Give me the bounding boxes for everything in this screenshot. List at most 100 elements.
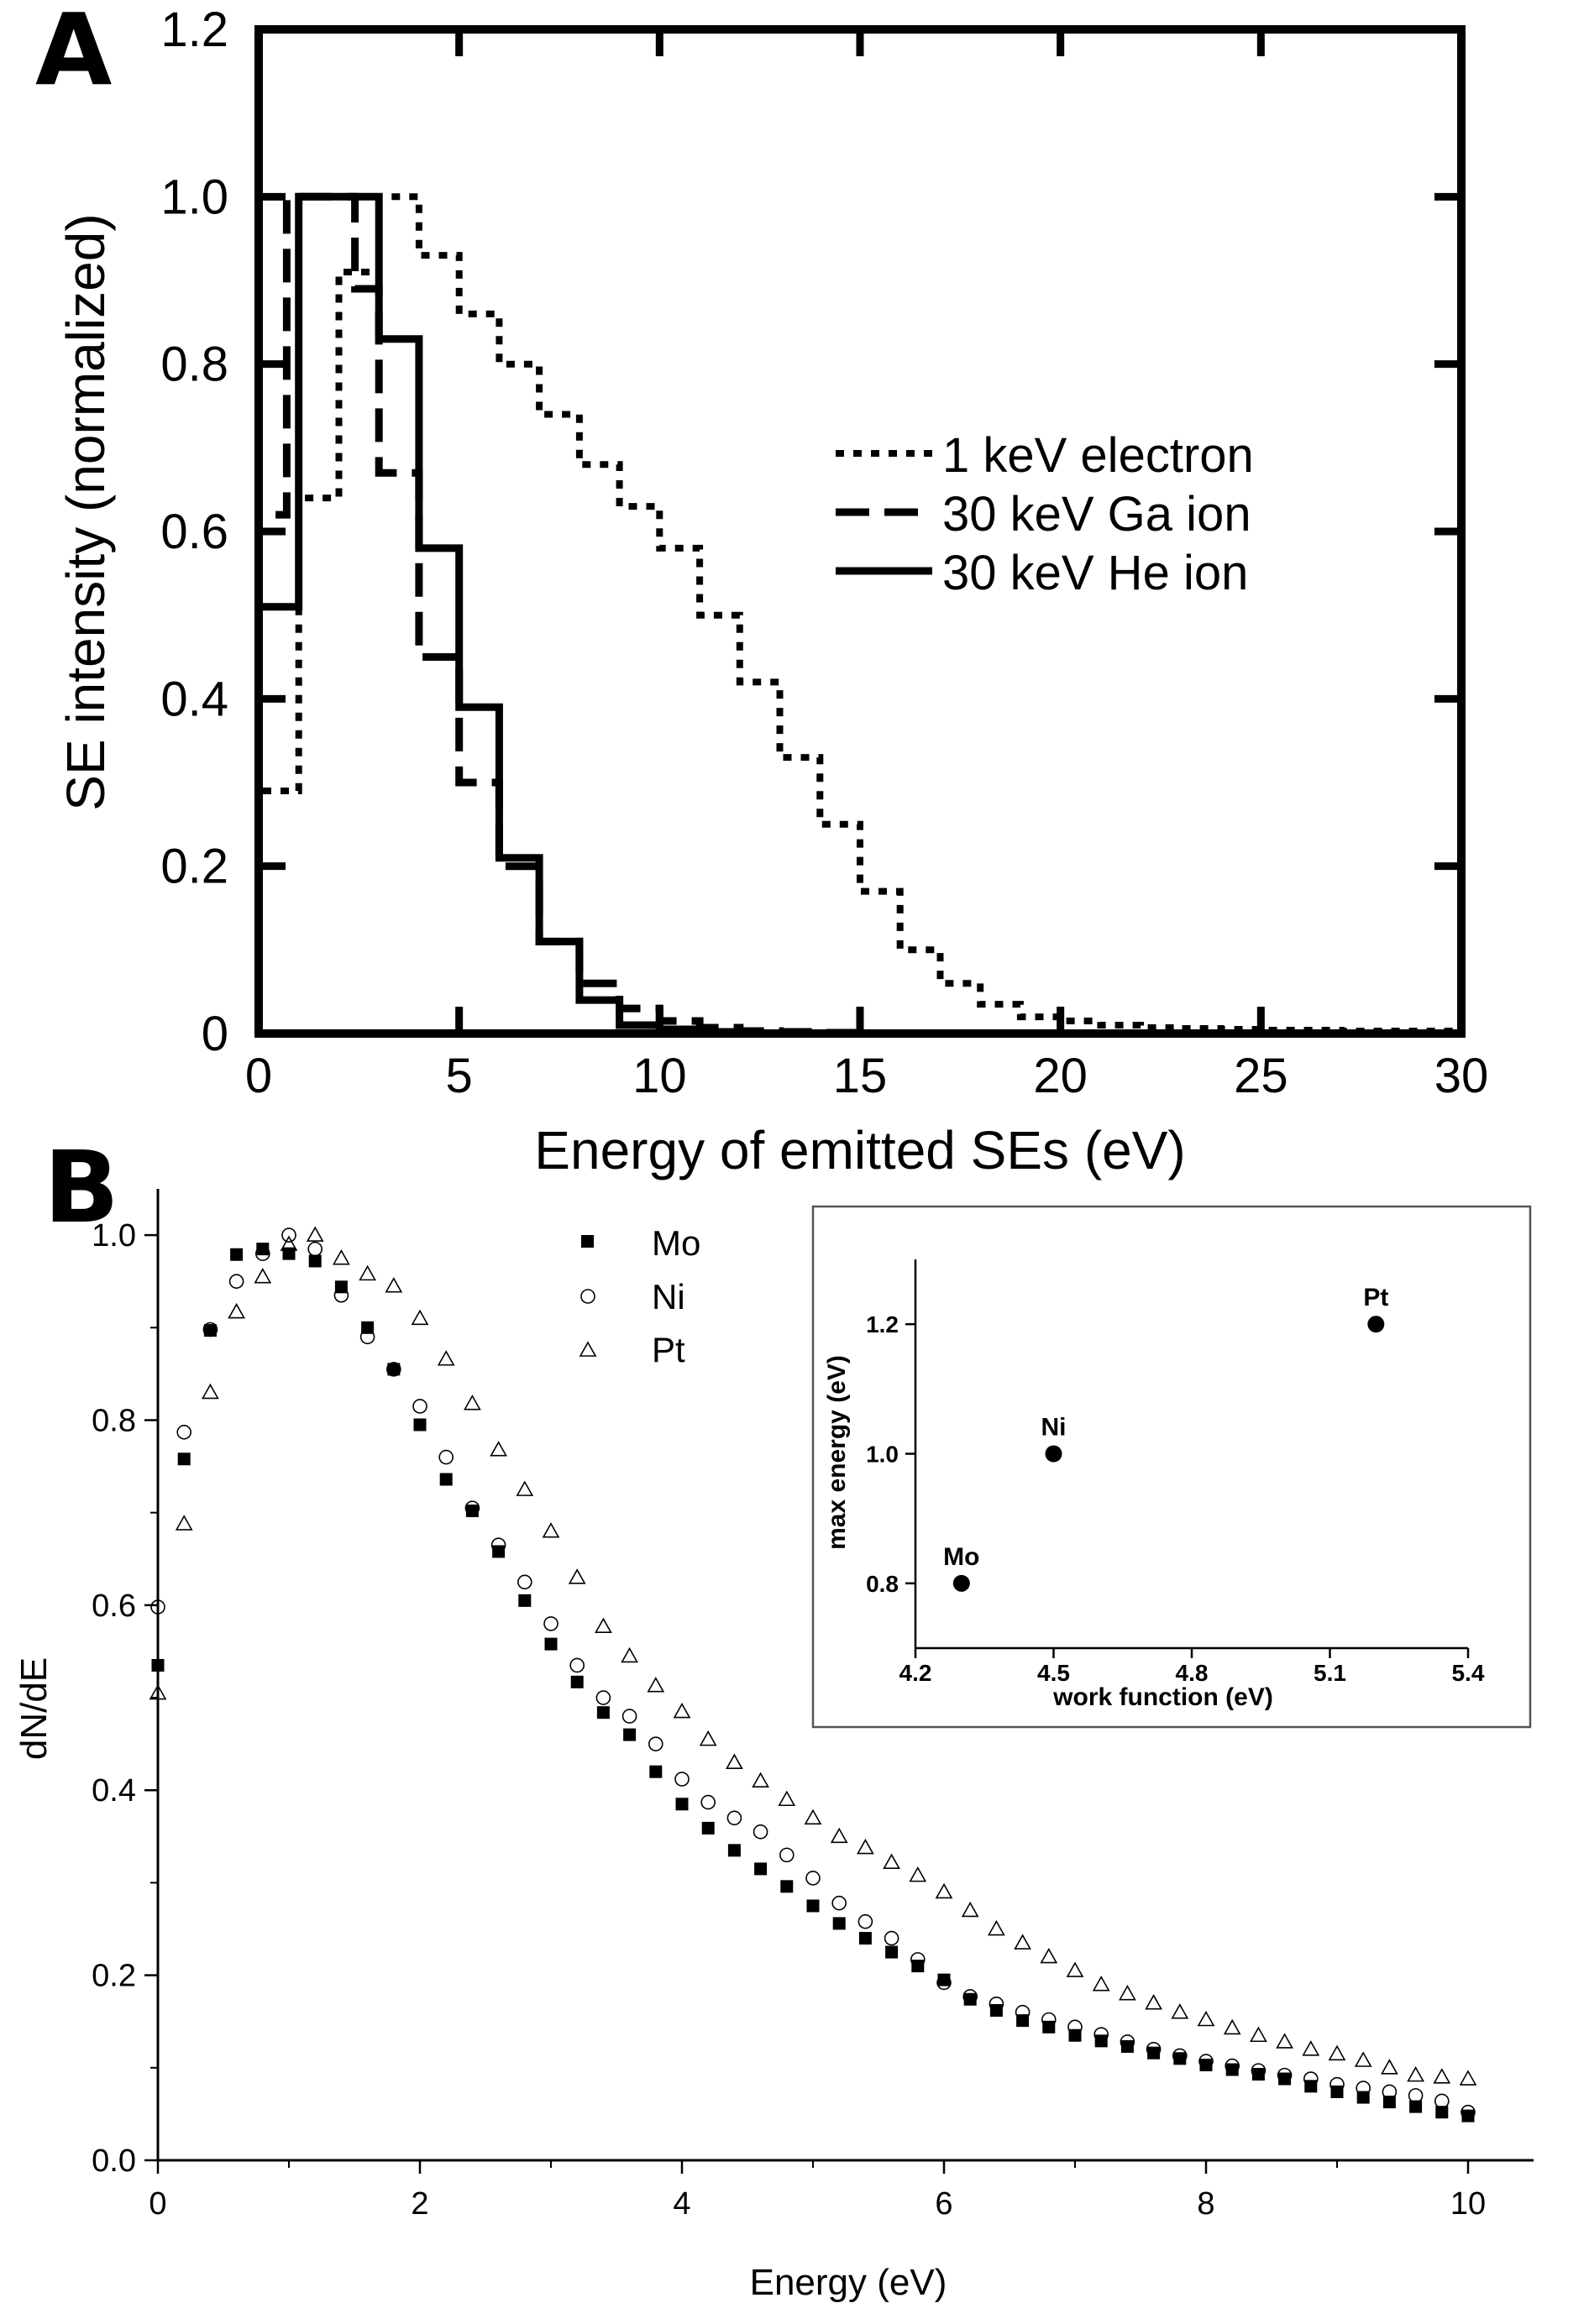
inset-point-label-mo: Mo: [943, 1543, 979, 1571]
point-pt: [1459, 2070, 1477, 2086]
point-pt: [1302, 2040, 1320, 2056]
point-mo: [256, 1243, 270, 1256]
point-pt: [516, 1480, 534, 1496]
legend-marker-open-triangle: [579, 1341, 597, 1357]
point-pt: [935, 1882, 953, 1899]
point-pt: [280, 1235, 298, 1251]
legend-item-1kev-electron: 1 keV electron: [836, 428, 1254, 483]
point-pt: [595, 1617, 612, 1634]
point-pt: [1407, 2065, 1424, 2082]
point-mo: [649, 1765, 663, 1778]
point-ni: [543, 1616, 559, 1631]
point-ni: [1120, 2034, 1135, 2049]
point-pt: [228, 1302, 245, 1319]
point-ni: [307, 1241, 323, 1257]
panel-a-y-axis-title: SE intensity (normalized): [55, 213, 116, 810]
point-pt: [1250, 2026, 1267, 2043]
inset-frame: [811, 1205, 1532, 1729]
point-mo: [1042, 2020, 1056, 2034]
series-1kev-electron-line: [255, 193, 1461, 1034]
y-tick-label-1-2: 1.2: [160, 3, 228, 57]
inset-x-tick-label-5-1: 5.1: [1314, 1660, 1346, 1686]
legend-label-30kev-he-ion: 30 keV He ion: [942, 546, 1248, 600]
inset-x-tick-label-5-4: 5.4: [1452, 1660, 1485, 1686]
point-mo: [780, 1880, 794, 1893]
x-tick-label-2: 2: [411, 2186, 428, 2222]
point-ni: [1251, 2063, 1266, 2078]
point-mo: [570, 1675, 584, 1688]
legend-label-mo: Mo: [652, 1223, 700, 1263]
point-pt: [621, 1646, 638, 1663]
legend-item-30kev-ga-ion: 30 keV Ga ion: [836, 487, 1251, 542]
x-tick-label-30: 30: [1434, 1049, 1489, 1103]
point-mo: [596, 1706, 610, 1719]
point-pt: [1119, 1985, 1136, 2001]
legend-marker-open-circle: [580, 1289, 595, 1304]
series-ni-points: [150, 1227, 1476, 2120]
legend-item-30kev-he-ion: 30 keV He ion: [836, 546, 1248, 600]
point-pt: [883, 1853, 900, 1869]
point-ni: [150, 1599, 165, 1615]
point-ni: [857, 1913, 873, 1929]
panel-b-legend: Mo Ni Pt: [579, 1223, 700, 1369]
point-ni: [726, 1810, 742, 1826]
x-tick-label-10: 10: [632, 1049, 687, 1103]
point-mo: [439, 1473, 453, 1486]
point-pt: [1328, 2044, 1346, 2061]
point-pt: [411, 1309, 429, 1326]
point-ni: [1093, 2027, 1109, 2042]
point-pt: [1066, 1961, 1084, 1977]
point-mo: [282, 1247, 296, 1260]
point-mo: [1120, 2039, 1134, 2053]
point-mo: [1409, 2100, 1423, 2113]
point-pt: [804, 1808, 822, 1825]
legend-item-ni: Ni: [580, 1277, 685, 1316]
point-ni: [359, 1329, 375, 1345]
legend-marker-filled-square: [581, 1235, 594, 1248]
point-ni: [1303, 2071, 1319, 2086]
point-pt: [385, 1277, 403, 1293]
point-pt: [437, 1350, 455, 1366]
point-ni: [1198, 2054, 1214, 2069]
point-pt: [149, 1683, 167, 1700]
panel-b: B 0 2 4 6 8 10 0.0 0.2 0.4 0.6 0.8 1.0 Energy (eV)…: [13, 1129, 1534, 2303]
point-ni: [648, 1736, 663, 1751]
point-mo: [1199, 2059, 1213, 2072]
point-mo: [623, 1728, 637, 1741]
panel-b-inset: 4.2 4.5 4.8 5.1 5.4 0.8 1.0 1.2 Mo Ni Pt work fu…: [811, 1205, 1532, 1729]
inset-y-tick-labels: 0.8 1.0 1.2: [866, 1311, 899, 1597]
x-tick-label-8: 8: [1197, 2186, 1214, 2222]
point-ni: [1434, 2093, 1450, 2109]
point-mo: [1382, 2096, 1396, 2109]
inset-x-tick-labels: 4.2 4.5 4.8 5.1 5.4: [899, 1660, 1485, 1686]
point-ni: [1356, 2081, 1371, 2096]
point-pt: [1145, 1994, 1162, 2010]
y-tick-label-1-0: 1.0: [160, 170, 228, 224]
point-pt: [778, 1790, 796, 1807]
point-pt: [568, 1568, 586, 1584]
panel-a-y-ticks: [259, 25, 1461, 1038]
point-mo: [518, 1594, 532, 1607]
x-tick-label-0: 0: [245, 1049, 272, 1103]
inset-y-tick-label-0-8: 0.8: [866, 1571, 899, 1597]
point-ni: [254, 1246, 270, 1261]
inset-data-points: Mo Ni Pt: [943, 1284, 1388, 1592]
panel-b-x-tick-labels: 0 2 4 6 8 10: [149, 2186, 1486, 2222]
point-mo: [1016, 2014, 1030, 2028]
point-ni: [1408, 2088, 1424, 2103]
point-pt: [857, 1838, 874, 1855]
panel-a-series: [254, 192, 1461, 1037]
point-pt: [647, 1677, 665, 1693]
inset-y-tick-label-1-2: 1.2: [866, 1311, 899, 1337]
point-ni: [490, 1537, 506, 1553]
point-ni: [385, 1362, 401, 1377]
point-mo: [544, 1637, 558, 1651]
point-ni: [176, 1425, 191, 1440]
point-pt: [1040, 1947, 1058, 1964]
point-ni: [831, 1895, 847, 1911]
point-mo: [334, 1280, 348, 1294]
point-mo: [727, 1844, 741, 1857]
point-pt: [961, 1901, 979, 1918]
inset-x-tick-label-4-2: 4.2: [899, 1660, 932, 1686]
